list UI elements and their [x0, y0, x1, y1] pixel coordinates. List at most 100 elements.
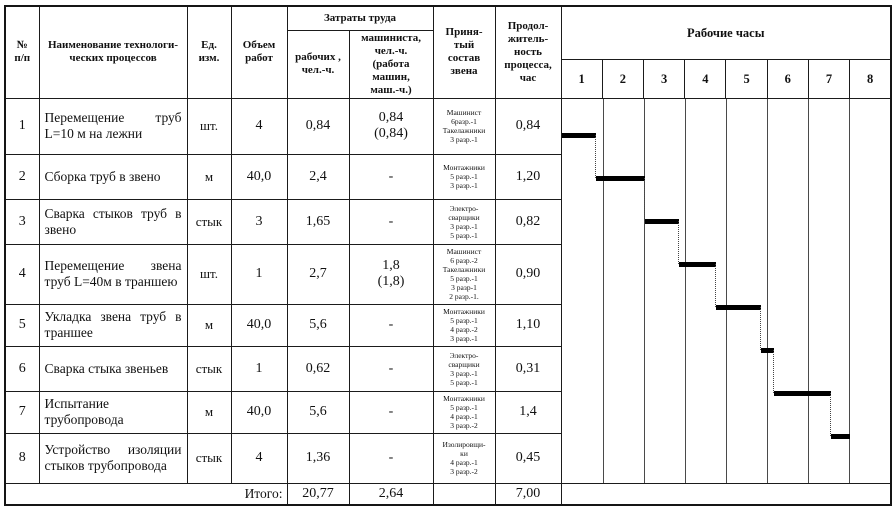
- col-header-workers-manhours: рабочих , чел.-ч.: [286, 29, 350, 99]
- cell-machinist-labor: -: [348, 198, 434, 245]
- cell-crew: Монтажники 5 разр.-1 4 разр.-1 3 разр.-2: [432, 390, 496, 434]
- header-row-2: рабочих , чел.-ч. машиниста, чел.-ч. (ра…: [5, 29, 891, 99]
- cell-process-name: Устройство изоляции стыков трубопровода: [38, 432, 188, 484]
- table-row: 3 Сварка стыков труб в звено стык 3 1,65- Эле…: [4, 198, 891, 245]
- cell-process-name: Сварка стыков труб в звено: [38, 198, 188, 245]
- cell-volume: 40,0: [230, 153, 288, 200]
- cell-duration: 0,84: [494, 97, 562, 155]
- totals-label: Итого:: [4, 482, 288, 506]
- cell-volume: 3: [230, 198, 288, 245]
- cell-workers-labor: 0,84: [286, 97, 350, 155]
- cell-number: 7: [4, 390, 40, 434]
- cell-duration: 1,4: [494, 390, 562, 434]
- cell-number: 6: [4, 345, 40, 392]
- gantt-gridline: [807, 99, 809, 482]
- col-header-machinist-manhours: машиниста, чел.-ч. (работа машин, маш.-ч…: [348, 29, 434, 99]
- cell-process-name: Перемещение звена труб L=40м в траншею: [38, 243, 188, 305]
- cell-unit: шт.: [186, 97, 232, 155]
- col-header-unit: Ед. изм.: [186, 5, 232, 99]
- cell-number: 3: [4, 198, 40, 245]
- cell-unit: шт.: [186, 243, 232, 305]
- table-row: 7 Испытание трубопровода м 40,0 5,6- Монтажни…: [4, 390, 891, 434]
- cell-number: 5: [4, 303, 40, 347]
- gantt-connector-line: [714, 263, 716, 307]
- gantt-gridline: [602, 99, 604, 482]
- cell-number: 1: [4, 97, 40, 155]
- col-header-volume: Объем работ: [230, 5, 288, 99]
- hour-column-header: 6: [766, 59, 809, 99]
- hour-column-header: 3: [642, 59, 686, 99]
- gantt-chart-area: [560, 97, 892, 484]
- hour-column-header: 7: [807, 59, 851, 99]
- cell-process-name: Перемещение труб L=10 м на лежни: [38, 97, 188, 155]
- table-row: 4 Перемещение звена труб L=40м в траншею ш…: [4, 243, 891, 305]
- gantt-connector-line: [677, 220, 679, 264]
- totals-row: Итого: 20,77 2,64 7,00: [4, 482, 892, 506]
- totals-duration: 7,00: [494, 482, 562, 506]
- gantt-bar: [562, 132, 596, 138]
- cell-machinist-labor: -: [348, 432, 434, 484]
- header-row-hours: 1 2 3 4 5 6 7 8: [5, 59, 892, 99]
- gantt-connector-line: [644, 177, 646, 221]
- cell-duration: 0,45: [494, 432, 562, 484]
- gantt-connector-line: [760, 306, 762, 350]
- cell-crew: Электро- сварщики 3 разр.-1 5 разр.-1: [432, 345, 496, 392]
- hour-column-header: 5: [725, 59, 768, 99]
- cell-volume: 1: [230, 243, 288, 305]
- hour-column-header: 2: [601, 59, 644, 99]
- gantt-gridline: [684, 99, 686, 482]
- gantt-bar: [831, 433, 850, 439]
- cell-machinist-labor: -: [348, 153, 434, 200]
- gantt-plot: [562, 99, 890, 482]
- cell-volume: 1: [230, 345, 288, 392]
- table-row: 6 Сварка стыка звеньев стык 1 0,62- Электро- …: [4, 345, 891, 392]
- cell-volume: 40,0: [230, 303, 288, 347]
- gantt-bar: [715, 304, 762, 310]
- cell-number: 8: [4, 432, 40, 484]
- cell-unit: стык: [186, 432, 232, 484]
- gantt-bar: [596, 175, 646, 181]
- cell-crew: Машинист 6 разр.-2 Такелажники 5 разр.-1…: [432, 243, 496, 305]
- cell-unit: стык: [186, 198, 232, 245]
- gantt-bar: [645, 218, 679, 224]
- cell-workers-labor: 2,4: [286, 153, 350, 200]
- gantt-gridline: [643, 99, 645, 482]
- cell-duration: 1,20: [494, 153, 562, 200]
- cell-workers-labor: 0,62: [286, 345, 350, 392]
- gantt-gridline: [848, 99, 850, 482]
- col-header-working-hours: Рабочие часы: [560, 5, 892, 61]
- cell-workers-labor: 5,6: [286, 303, 350, 347]
- cell-process-name: Укладка звена труб в траншее: [38, 303, 188, 347]
- totals-workers-labor: 20,77: [286, 482, 350, 506]
- gantt-bar: [773, 390, 832, 396]
- header-row-1: № п/п Наименование технологи- ческих про…: [4, 5, 892, 99]
- cell-process-name: Сварка стыка звеньев: [38, 345, 188, 392]
- gantt-connector-line: [772, 349, 774, 393]
- table-row: 1 Перемещение труб L=10 м на лежни шт. 4 0,8…: [4, 97, 892, 484]
- col-header-process-name: Наименование технологи- ческих процессов: [38, 5, 188, 99]
- cell-volume: 4: [230, 97, 288, 155]
- hour-column-header: 8: [849, 59, 892, 99]
- cell-crew: Монтажники 5 разр.-1 4 разр.-2 3 разр.-1: [432, 303, 496, 347]
- col-header-number: № п/п: [4, 5, 40, 99]
- cell-machinist-labor: 1,8 (1,8): [348, 243, 434, 305]
- cell-unit: м: [186, 303, 232, 347]
- cell-workers-labor: 5,6: [286, 390, 350, 434]
- gantt-gridline: [766, 99, 768, 482]
- work-schedule-table: № п/п Наименование технологи- ческих про…: [4, 5, 892, 506]
- cell-workers-labor: 1,36: [286, 432, 350, 484]
- cell-workers-labor: 2,7: [286, 243, 350, 305]
- cell-volume: 4: [230, 432, 288, 484]
- table-row: 5 Укладка звена труб в траншее м 40,0 5,6- Мо…: [4, 303, 891, 347]
- cell-workers-labor: 1,65: [286, 198, 350, 245]
- cell-unit: стык: [186, 345, 232, 392]
- cell-crew: Изолировщи- ки 4 разр.-1 3 разр.-2: [432, 432, 496, 484]
- cell-duration: 0,90: [494, 243, 562, 305]
- cell-duration: 0,82: [494, 198, 562, 245]
- cell-duration: 1,10: [494, 303, 562, 347]
- cell-process-name: Испытание трубопровода: [38, 390, 188, 434]
- cell-process-name: Сборка труб в звено: [38, 153, 188, 200]
- cell-crew: Электро- сварщики 3 разр.-1 5 разр.-1: [432, 198, 496, 245]
- totals-crew-empty: [432, 482, 496, 506]
